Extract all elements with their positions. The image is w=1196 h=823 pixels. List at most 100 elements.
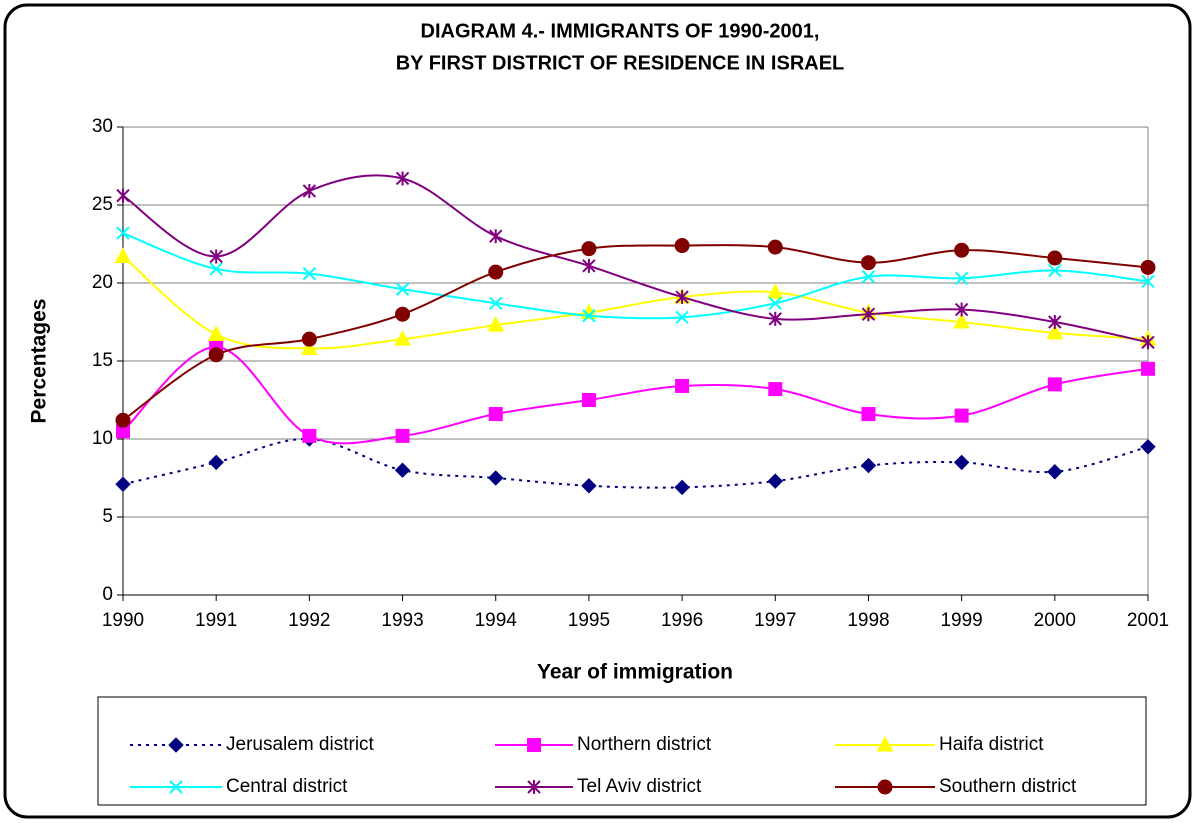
data-point: [1141, 335, 1155, 350]
data-point: [1141, 361, 1155, 376]
data-point: [860, 255, 876, 271]
series-line: [122, 232, 1149, 320]
legend-marker: [169, 780, 183, 794]
data-point: [768, 296, 782, 310]
data-point: [395, 282, 410, 296]
data-point: [581, 393, 596, 407]
data-point: [767, 239, 783, 255]
data-point: [953, 312, 970, 329]
data-point: [488, 264, 504, 280]
data-point: [115, 476, 131, 492]
chart-title: BY FIRST DISTRICT OF RESIDENCE IN ISRAEL: [396, 52, 845, 74]
legend-box: [97, 696, 1147, 806]
legend-label: Central district: [226, 776, 348, 797]
y-tick-label: 15: [92, 350, 113, 371]
data-point: [209, 249, 223, 264]
data-point: [861, 407, 876, 422]
x-tick-label: 1991: [195, 610, 237, 631]
y-tick-label: 30: [92, 116, 113, 137]
data-point: [1047, 250, 1063, 266]
data-point: [675, 310, 689, 325]
data-point: [487, 316, 505, 332]
legend-label: Jerusalem district: [226, 734, 375, 755]
x-tick-label: 1996: [661, 610, 703, 631]
data-point: [675, 378, 690, 393]
legend-label: Southern district: [939, 776, 1077, 797]
legend-marker: [877, 779, 893, 795]
data-point: [581, 241, 597, 257]
y-axis-label: Percentages: [28, 299, 51, 424]
legend-marker: [876, 735, 894, 752]
x-tick-label: 1994: [475, 610, 518, 631]
y-tick-label: 0: [102, 584, 113, 605]
data-point: [581, 478, 597, 494]
data-point: [489, 229, 503, 244]
x-tick-label: 2001: [1127, 610, 1169, 631]
data-point: [488, 470, 504, 486]
chart-title: DIAGRAM 4.- IMMIGRANTS OF 1990-2001,: [421, 20, 820, 42]
data-point: [1140, 259, 1156, 275]
data-point: [115, 412, 131, 428]
data-point: [302, 183, 317, 198]
data-point: [116, 188, 130, 203]
series-line: [122, 437, 1149, 489]
x-tick-label: 1993: [381, 610, 423, 631]
legend-marker: [168, 737, 184, 753]
legend-label: Haifa district: [939, 734, 1044, 755]
y-tick-label: 5: [102, 506, 113, 527]
x-tick-label: 1990: [102, 610, 144, 631]
data-point: [395, 306, 411, 322]
data-point: [861, 270, 876, 284]
data-point: [674, 238, 690, 254]
data-point: [394, 462, 411, 478]
x-tick-label: 1995: [568, 610, 610, 631]
y-tick-label: 10: [92, 428, 113, 449]
y-tick-label: 25: [92, 194, 113, 215]
legend-label: Tel Aviv district: [577, 776, 702, 797]
data-point: [1048, 315, 1062, 329]
data-point: [302, 428, 317, 443]
data-point: [582, 309, 596, 323]
data-point: [674, 479, 690, 496]
data-point: [1048, 263, 1062, 278]
x-tick-label: 2000: [1034, 610, 1076, 631]
data-point: [768, 311, 782, 326]
legend-marker: [527, 738, 541, 752]
x-tick-label: 1999: [940, 610, 982, 631]
data-point: [208, 347, 224, 363]
data-point: [954, 242, 970, 258]
data-point: [395, 428, 410, 443]
data-point: [302, 266, 317, 281]
y-tick-label: 20: [92, 272, 113, 293]
data-point: [1140, 439, 1156, 455]
data-point: [395, 171, 410, 186]
data-point: [394, 330, 411, 346]
data-point: [488, 407, 503, 422]
data-point: [860, 457, 877, 474]
data-point: [489, 296, 503, 310]
data-point: [861, 307, 876, 322]
legend-marker: [527, 780, 541, 794]
x-tick-label: 1992: [288, 610, 330, 631]
series-line: [122, 255, 1149, 350]
series-line: [122, 174, 1149, 344]
data-point: [953, 454, 970, 471]
data-point: [209, 262, 223, 276]
data-point: [954, 271, 969, 286]
data-point: [954, 408, 969, 423]
data-point: [114, 247, 132, 263]
frame: [3, 3, 1192, 819]
legend-label: Northern district: [577, 734, 712, 755]
data-point: [1047, 377, 1062, 392]
data-point: [301, 331, 317, 347]
data-point: [582, 258, 596, 273]
data-point: [116, 226, 130, 240]
data-point: [301, 339, 318, 356]
data-point: [766, 283, 784, 299]
data-point: [1047, 464, 1063, 480]
data-point: [1046, 323, 1064, 340]
x-axis-label: Year of immigration: [537, 661, 733, 684]
data-point: [954, 302, 969, 317]
data-point: [208, 454, 224, 471]
